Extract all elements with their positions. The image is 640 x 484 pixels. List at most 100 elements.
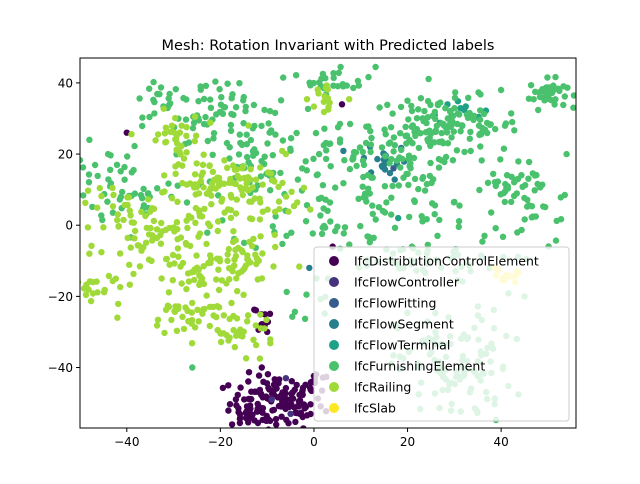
data-point [359, 148, 366, 156]
legend-marker [329, 361, 339, 371]
data-point [423, 119, 430, 127]
data-point [357, 222, 364, 230]
data-point [98, 192, 105, 200]
data-point [266, 107, 274, 115]
data-point [86, 250, 93, 257]
data-point [430, 176, 437, 183]
data-point [192, 191, 199, 198]
data-point [277, 97, 285, 104]
data-point [321, 125, 328, 132]
y-axis: −40 −20 0 20 40 [48, 76, 80, 375]
data-point [369, 174, 376, 181]
data-point [340, 147, 347, 155]
data-point [270, 391, 278, 398]
data-point [233, 275, 240, 282]
data-point [431, 139, 438, 146]
data-point [224, 164, 231, 171]
data-point [258, 122, 265, 130]
data-point [405, 116, 412, 123]
data-point [191, 113, 199, 120]
data-point [226, 276, 233, 283]
data-point [488, 209, 495, 216]
data-point [307, 401, 314, 408]
data-point [267, 170, 275, 177]
data-point [139, 195, 146, 202]
data-point [321, 224, 329, 231]
data-point [208, 201, 215, 208]
data-point [245, 378, 252, 385]
data-point [544, 74, 551, 81]
data-point [322, 75, 329, 82]
data-point [242, 414, 250, 422]
data-point [369, 202, 376, 209]
data-point [185, 278, 193, 285]
data-point [552, 237, 560, 244]
data-point [126, 281, 133, 288]
data-point [258, 364, 265, 371]
data-point [291, 308, 299, 315]
data-point [276, 205, 283, 213]
data-point [570, 92, 576, 99]
data-point [226, 334, 233, 341]
data-point [334, 83, 341, 90]
legend-marker [329, 277, 339, 287]
data-point [370, 234, 377, 241]
data-point [413, 115, 421, 122]
legend-label: IfcFlowSegment [354, 317, 454, 332]
data-point [162, 139, 169, 146]
data-point [497, 156, 504, 163]
data-point [136, 95, 143, 102]
data-point [117, 193, 125, 201]
data-point [289, 395, 297, 402]
data-point [288, 400, 295, 408]
data-point [484, 129, 491, 137]
data-point [314, 86, 321, 93]
legend-marker [329, 382, 339, 392]
data-point [131, 142, 138, 150]
data-point [346, 165, 354, 173]
data-point [204, 229, 211, 236]
data-point [117, 283, 124, 291]
data-point [252, 307, 260, 314]
data-point [235, 270, 242, 277]
data-point [524, 203, 531, 210]
data-point [217, 179, 224, 187]
data-point [200, 306, 207, 313]
data-point [127, 244, 134, 251]
data-point [525, 95, 533, 102]
data-point [166, 261, 173, 268]
data-point [270, 406, 278, 414]
data-point [109, 203, 117, 210]
data-point [138, 208, 145, 216]
data-point [213, 313, 220, 321]
data-point [301, 315, 309, 322]
data-point [242, 107, 249, 115]
data-point [115, 223, 122, 230]
data-point [542, 203, 549, 211]
data-point [218, 330, 225, 337]
data-point [243, 407, 250, 415]
data-point [154, 316, 162, 323]
data-point [531, 187, 538, 194]
x-tick-label: 0 [310, 435, 318, 449]
data-point [461, 148, 468, 156]
data-point [259, 250, 266, 257]
data-point [191, 137, 198, 145]
data-point [483, 119, 491, 127]
data-point [403, 140, 410, 147]
data-point [114, 216, 121, 224]
y-tick-label: −40 [48, 361, 73, 375]
data-point [175, 303, 182, 310]
data-point [448, 134, 455, 141]
data-point [165, 180, 172, 187]
data-point [239, 165, 246, 172]
data-point [467, 128, 474, 136]
data-point [436, 216, 443, 224]
data-point [372, 216, 379, 223]
data-point [199, 169, 206, 176]
data-point [236, 415, 244, 423]
legend-label: IfcFlowFitting [354, 296, 436, 311]
data-point [275, 198, 283, 205]
data-point [272, 243, 279, 251]
data-point [189, 299, 196, 307]
